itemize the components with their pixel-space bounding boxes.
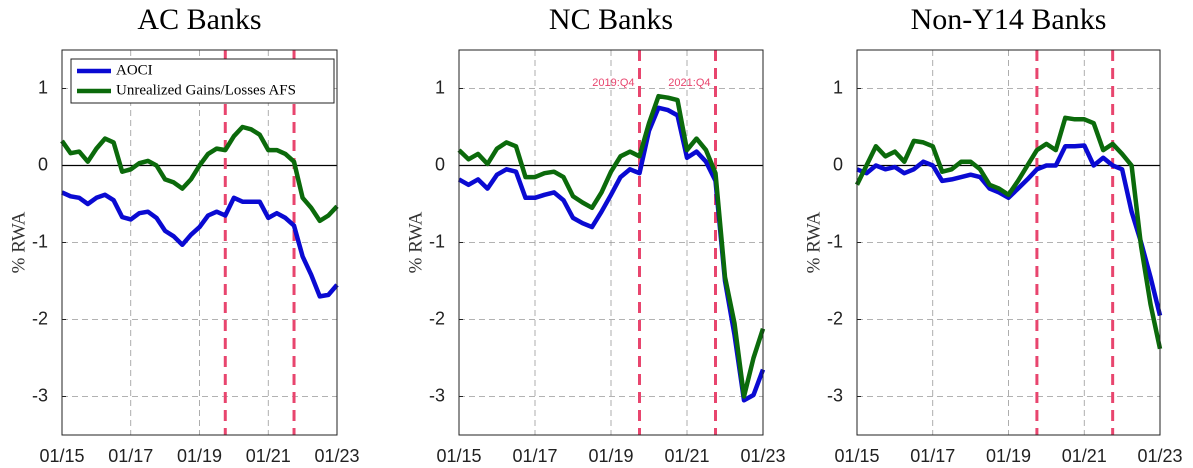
y-tick-label: 0 bbox=[38, 154, 48, 174]
series-line bbox=[457, 93, 766, 399]
panel: AC Banks % RWA -3 -2 -1 0 1 01/15 01/17 01/19 01/2… bbox=[8, 3, 359, 466]
x-tick-label: 01/21 bbox=[1062, 446, 1107, 466]
y-tick-label: -1 bbox=[827, 231, 843, 251]
y-tick-label: -2 bbox=[429, 308, 445, 328]
y-tick-label: -3 bbox=[827, 385, 843, 405]
plot-frame bbox=[856, 49, 1161, 436]
y-tick-label: 1 bbox=[435, 77, 445, 97]
y-tick-label: -1 bbox=[32, 231, 48, 251]
x-tick-label: 01/19 bbox=[588, 446, 633, 466]
x-tick-label: 01/17 bbox=[512, 446, 557, 466]
y-axis-label: % RWA bbox=[405, 211, 426, 273]
y-tick-label: 0 bbox=[833, 154, 843, 174]
series-line bbox=[61, 190, 339, 299]
x-tick-label: 01/17 bbox=[108, 446, 153, 466]
x-tick-label: 01/23 bbox=[740, 446, 785, 466]
series-line bbox=[854, 115, 1163, 350]
plot-frame bbox=[458, 49, 764, 436]
x-tick-label: 01/21 bbox=[246, 446, 291, 466]
x-tick-label: 01/19 bbox=[177, 446, 222, 466]
panel: NC Banks % RWA -3 -2 -1 0 1 01/15 01/17 01/19 01/2… bbox=[405, 3, 785, 466]
legend-box bbox=[70, 58, 335, 104]
chart-title: Non-Y14 Banks bbox=[911, 3, 1107, 36]
legend-label: Unrealized Gains/Losses AFS bbox=[116, 82, 296, 98]
y-tick-label: -2 bbox=[32, 308, 48, 328]
x-tick-label: 01/23 bbox=[314, 446, 359, 466]
y-axis-label: % RWA bbox=[8, 211, 29, 273]
chart-title: AC Banks bbox=[137, 3, 261, 36]
legend-label: AOCI bbox=[116, 62, 153, 78]
y-tick-label: -3 bbox=[429, 385, 445, 405]
series-line bbox=[60, 124, 339, 224]
chart-title: NC Banks bbox=[549, 3, 673, 36]
event-label: 2019:Q4 bbox=[592, 77, 634, 89]
y-tick-label: -1 bbox=[429, 231, 445, 251]
event-label: 2021:Q4 bbox=[668, 77, 710, 89]
y-tick-label: 1 bbox=[38, 77, 48, 97]
x-tick-label: 01/17 bbox=[910, 446, 955, 466]
y-tick-label: 0 bbox=[435, 154, 445, 174]
x-tick-label: 01/15 bbox=[39, 446, 84, 466]
x-tick-label: 01/23 bbox=[1137, 446, 1182, 466]
plot-frame bbox=[61, 49, 338, 436]
x-tick-label: 01/21 bbox=[664, 446, 709, 466]
panel: Non-Y14 Banks % RWA -3 -2 -1 0 1 01/15 01/17 01/1… bbox=[803, 3, 1182, 466]
x-tick-label: 01/15 bbox=[436, 446, 481, 466]
y-axis-label: % RWA bbox=[803, 211, 824, 273]
x-tick-label: 01/19 bbox=[986, 446, 1031, 466]
y-tick-label: 1 bbox=[833, 77, 843, 97]
x-tick-label: 01/15 bbox=[834, 446, 879, 466]
y-tick-label: -3 bbox=[32, 385, 48, 405]
series-line bbox=[856, 143, 1163, 317]
series-line bbox=[457, 105, 766, 403]
y-tick-label: -2 bbox=[827, 308, 843, 328]
